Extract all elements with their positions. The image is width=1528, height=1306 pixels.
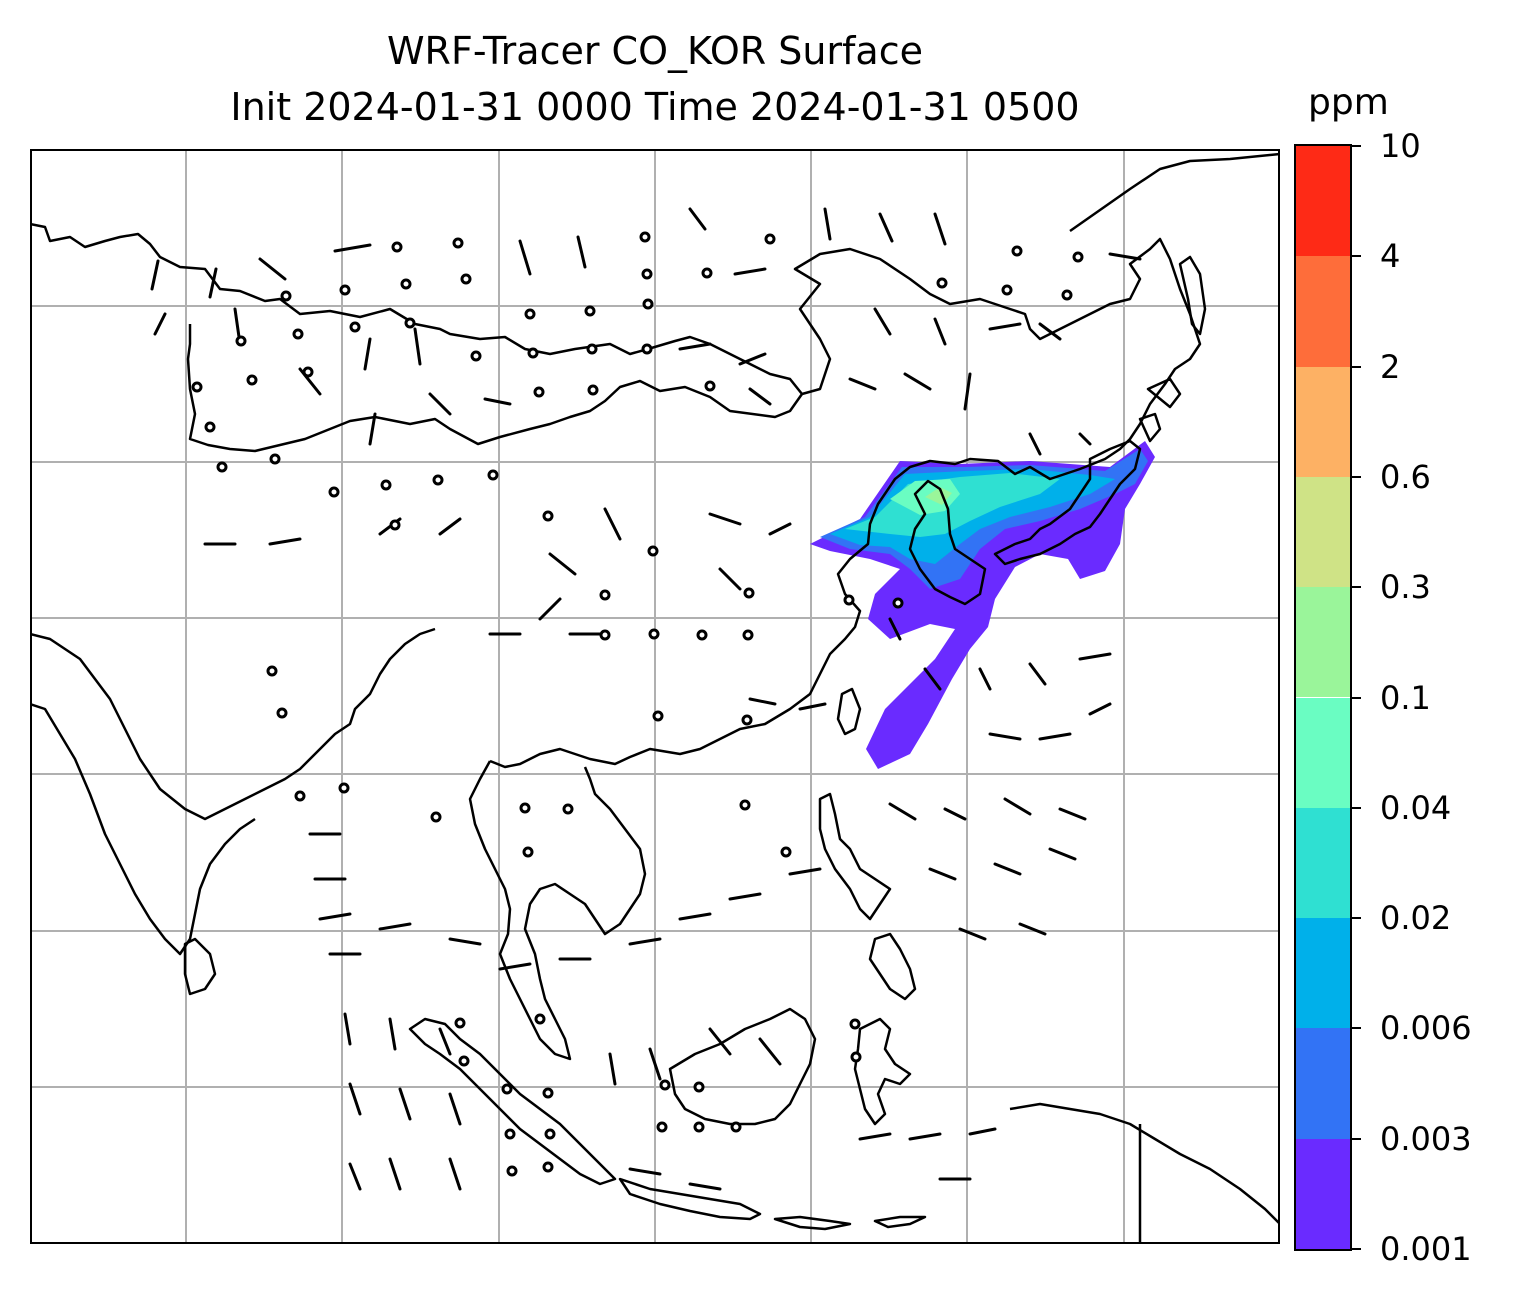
colorbar-segment [1296,1138,1350,1249]
calm-markers [191,231,1084,1177]
coastline-new-guinea [1009,1102,1280,1244]
colorbar-tick-label: 0.02 [1380,899,1452,938]
tracer-plume [810,441,1155,769]
coastline-japan [993,377,1182,566]
coastlines [30,152,1280,1244]
colorbar-tick [1352,475,1361,478]
coastline-philippines [818,792,917,1001]
colorbar-tick [1352,696,1361,699]
colorbar-segment [1296,918,1350,1029]
colorbar-tick-label: 0.04 [1380,788,1452,827]
colorbar-tick-label: 4 [1380,237,1401,276]
colorbar-tick [1352,806,1361,809]
colorbar-segment [1296,697,1350,808]
coastline-india [30,627,436,821]
colorbar-tick-label: 0.6 [1380,457,1431,496]
wind-barbs [150,207,1142,1191]
colorbar-tick-label: 0.003 [1380,1119,1472,1158]
colorbar-segment [1296,146,1350,257]
colorbar-tick [1352,145,1361,147]
coastline-korea [908,479,987,606]
colorbar-tick [1352,586,1361,589]
colorbar [1294,144,1352,1251]
colorbar-segment [1296,587,1350,698]
map-gridlines [30,149,1280,1244]
coastline-sumatra [408,1017,617,1186]
map-panel [30,149,1280,1244]
coastline-india-west [30,702,256,956]
colorbar-segment [1296,476,1350,588]
colorbar-unit-label: ppm [1308,82,1389,123]
coastline-sulawesi [853,1017,912,1126]
plume-level-002 [845,473,1060,537]
coastline-north [30,222,804,453]
coastline-east-asia [489,152,1280,769]
coastline-java [618,1177,927,1231]
colorbar-tick [1352,1027,1361,1030]
colorbar-tick [1352,917,1361,920]
colorbar-tick [1352,1137,1361,1140]
map-title-line2: Init 2024-01-31 0000 Time 2024-01-31 050… [230,85,1080,129]
coastline-srilanka [183,937,217,996]
map-title-line1: WRF-Tracer CO_KOR Surface [386,29,923,73]
colorbar-segment [1296,1028,1350,1139]
coastline-indochina [468,760,647,1061]
colorbar-tick-label: 10 [1380,127,1421,165]
colorbar-tick [1352,1248,1361,1250]
colorbar-tick-label: 0.001 [1380,1230,1472,1268]
colorbar-tick [1352,365,1361,368]
colorbar-segment [1296,256,1350,367]
coastline-taiwan [836,687,862,736]
map-border [30,149,1280,1244]
colorbar-tick-label: 0.3 [1380,568,1431,607]
colorbar-tick-label: 0.006 [1380,1009,1472,1048]
coastline-borneo [668,1007,817,1126]
colorbar-segment [1296,807,1350,919]
colorbar-tick-label: 0.1 [1380,678,1431,717]
coastline-sakhalin [1178,255,1207,336]
colorbar-tick-label: 2 [1380,347,1401,386]
colorbar-tick [1352,255,1361,258]
colorbar-segment [1296,366,1350,477]
